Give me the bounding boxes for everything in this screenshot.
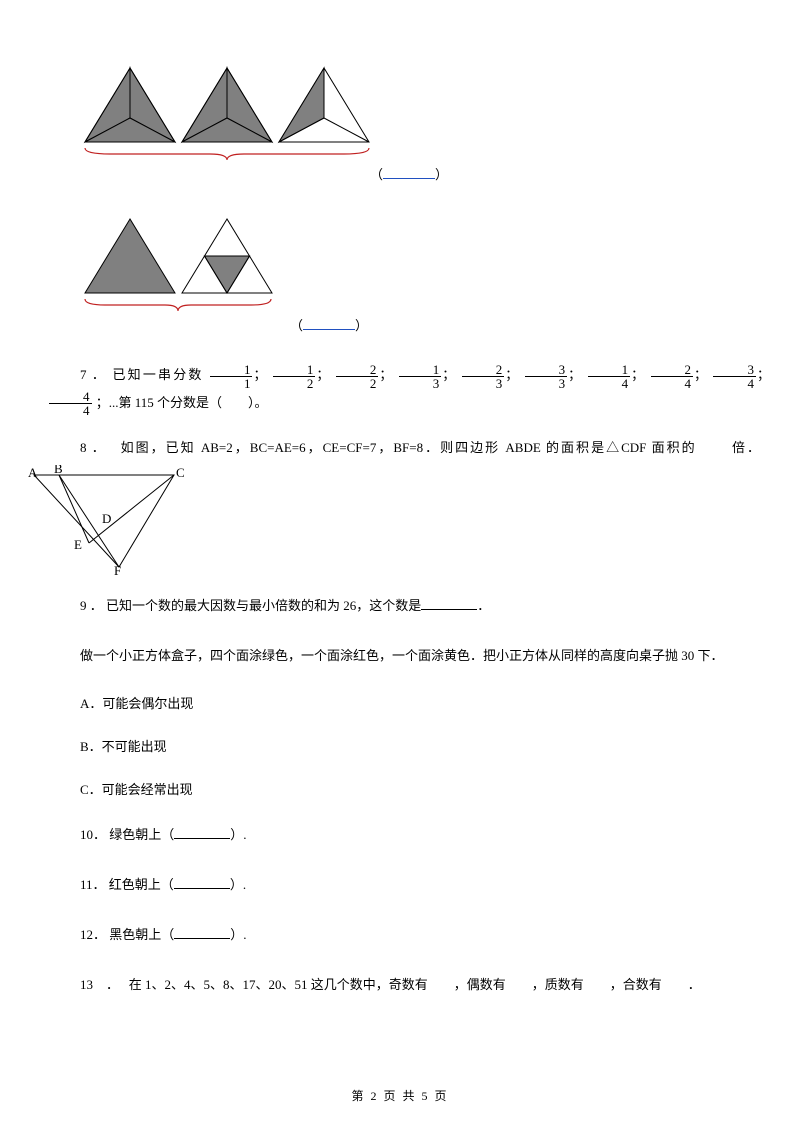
svg-text:A: A — [28, 465, 38, 480]
q8-dot: ． — [92, 440, 101, 455]
option-b: B．不可能出现 — [30, 736, 770, 755]
triangles-3-svg — [80, 60, 380, 160]
cube-intro: 做一个小正方体盒子，四个面涂绿色，一个面涂红色，一个面涂黄色．把小正方体从同样的… — [30, 643, 770, 669]
svg-text:C: C — [176, 465, 184, 480]
q8-text-b: 倍． — [732, 440, 760, 455]
q7-suffix: ；...第 115 个分数是（ ）。 — [96, 395, 268, 410]
question-7: 7 ． 已知一串分数 11； 12； 22； 13； 23； 33； 14； 2… — [30, 362, 770, 417]
q9-blank[interactable] — [421, 597, 477, 610]
q9-label: 9 — [80, 598, 87, 613]
q7-dot: ． — [92, 367, 107, 382]
figure2-answer-blank: （） — [290, 315, 770, 334]
question-12: 12． 黑色朝上（）. — [30, 922, 770, 948]
svg-text:F: F — [114, 563, 121, 575]
q8-label: 8 — [80, 440, 87, 455]
q9-dot: ． — [90, 598, 103, 613]
blank-2[interactable] — [303, 317, 355, 330]
svg-text:D: D — [102, 511, 111, 526]
figure1-answer-blank: （） — [370, 164, 770, 183]
q11-blank[interactable] — [174, 876, 230, 889]
svg-text:E: E — [74, 537, 82, 552]
q8-text-a: 如图，已知 AB=2，BC=AE=6，CE=CF=7，BF=8．则四边形 ABD… — [121, 440, 697, 455]
q9-tail: ． — [477, 598, 490, 613]
q10-blank[interactable] — [174, 826, 230, 839]
figure-three-triangles — [80, 60, 770, 160]
triangles-2-svg — [80, 211, 290, 311]
q12-blank[interactable] — [174, 926, 230, 939]
page-footer: 第 2 页 共 5 页 — [0, 1087, 800, 1104]
question-10: 10． 绿色朝上（）. — [30, 822, 770, 848]
question-11: 11． 红色朝上（）. — [30, 872, 770, 898]
option-c: C．可能会经常出现 — [30, 779, 770, 798]
question-13: 13 ． 在 1、2、4、5、8、17、20、51 这几个数中，奇数有 ，偶数有… — [30, 972, 770, 998]
q8-diagram: A B C D E F — [24, 465, 770, 575]
q13-text: 在 1、2、4、5、8、17、20、51 这几个数中，奇数有 ，偶数有 ，质数有… — [129, 977, 701, 992]
intro-text: 做一个小正方体盒子，四个面涂绿色，一个面涂红色，一个面涂黄色．把小正方体从同样的… — [80, 648, 724, 663]
figure-two-triangles — [80, 211, 770, 311]
question-8: 8 ． 如图，已知 AB=2，BC=AE=6，CE=CF=7，BF=8．则四边形… — [30, 435, 770, 461]
q7-label: 7 — [80, 367, 87, 382]
svg-text:B: B — [54, 465, 63, 476]
q7-prefix: 已知一串分数 — [113, 367, 204, 382]
blank-1[interactable] — [383, 166, 435, 179]
question-9: 9 ． 已知一个数的最大因数与最小倍数的和为 26，这个数是． — [30, 593, 770, 619]
option-a: A．可能会偶尔出现 — [30, 693, 770, 712]
q9-text: 已知一个数的最大因数与最小倍数的和为 26，这个数是 — [106, 598, 421, 613]
